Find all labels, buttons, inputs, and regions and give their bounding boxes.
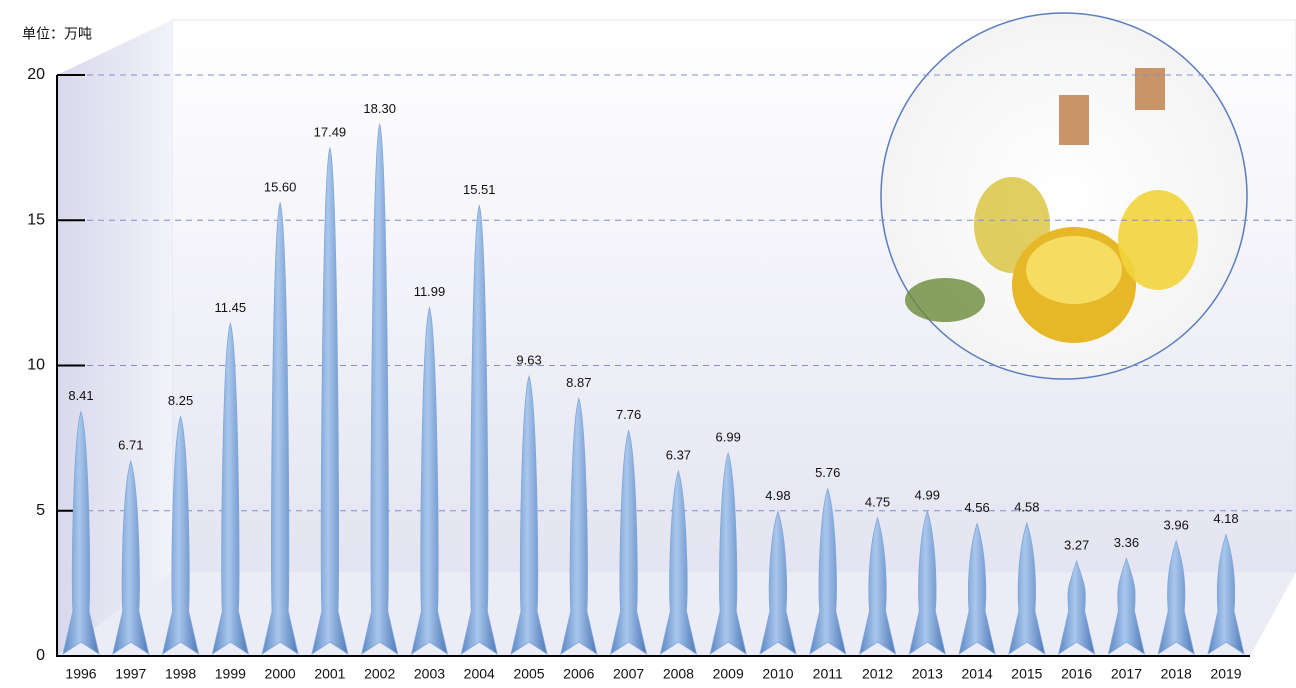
value-label: 4.18 [1213, 511, 1238, 526]
value-label: 15.60 [264, 179, 297, 194]
x-tick-label: 2018 [1161, 666, 1192, 682]
value-label: 6.99 [716, 429, 741, 444]
value-label: 15.51 [463, 182, 496, 197]
x-tick-label: 2014 [962, 666, 993, 682]
x-tick-label: 1998 [165, 666, 196, 682]
bar [1157, 539, 1195, 655]
x-tick-label: 2015 [1011, 666, 1042, 682]
value-label: 9.63 [516, 353, 541, 368]
y-tick-label: 20 [27, 66, 45, 83]
bar [161, 415, 200, 655]
y-tick-label: 0 [36, 647, 45, 664]
bar [908, 509, 946, 655]
value-label: 5.76 [815, 465, 840, 480]
x-tick-label: 1996 [65, 666, 96, 682]
bar [809, 487, 847, 655]
bar [510, 374, 548, 655]
x-tick-label: 2008 [663, 666, 694, 682]
value-label: 6.71 [118, 438, 143, 453]
x-tick-label: 2003 [414, 666, 445, 682]
x-tick-label: 1997 [115, 666, 146, 682]
value-label: 3.36 [1114, 535, 1139, 550]
value-label: 4.58 [1014, 499, 1039, 514]
value-label: 11.99 [414, 284, 446, 299]
y-tick-label: 15 [27, 211, 45, 228]
x-tick-label: 2007 [613, 666, 644, 682]
y-tick-label: 5 [36, 502, 45, 519]
value-label: 6.37 [666, 447, 691, 462]
value-label: 8.41 [68, 388, 93, 403]
bar [361, 123, 399, 655]
bar [1008, 521, 1046, 655]
x-tick-label: 2000 [265, 666, 296, 682]
bar [659, 469, 698, 655]
bar [112, 459, 150, 655]
bar [261, 201, 299, 655]
bar [311, 146, 349, 655]
photo [880, 12, 1248, 380]
unit-label: 单位：万吨 [22, 26, 92, 42]
bar [410, 306, 449, 655]
x-tick-label: 2013 [912, 666, 943, 682]
value-label: 11.45 [215, 300, 247, 315]
x-tick-label: 2004 [464, 666, 495, 682]
bar [1058, 559, 1096, 655]
value-label: 17.49 [314, 124, 347, 139]
x-tick-label: 2017 [1111, 666, 1142, 682]
value-label: 3.27 [1064, 537, 1089, 552]
value-label: 4.56 [964, 500, 989, 515]
bar [1207, 533, 1245, 655]
x-tick-label: 2010 [762, 666, 793, 682]
x-tick-label: 2005 [513, 666, 544, 682]
value-label: 4.98 [765, 488, 790, 503]
bar [211, 322, 249, 655]
x-tick-label: 2011 [813, 666, 843, 682]
value-label: 4.99 [915, 487, 940, 502]
bar [609, 429, 648, 655]
y-tick-label: 10 [27, 357, 45, 374]
x-tick-label: 2016 [1061, 666, 1092, 682]
x-tick-label: 2002 [364, 666, 395, 682]
bar [858, 516, 897, 655]
bar [62, 410, 100, 655]
bar [460, 204, 498, 655]
x-tick-label: 2019 [1210, 666, 1241, 682]
value-label: 7.76 [616, 407, 641, 422]
value-label: 8.25 [168, 393, 193, 408]
x-tick-label: 2009 [713, 666, 744, 682]
bar [759, 510, 797, 655]
value-label: 3.96 [1164, 517, 1189, 532]
x-tick-label: 2001 [314, 666, 345, 682]
value-label: 18.30 [363, 101, 396, 116]
value-label: 4.75 [865, 494, 890, 509]
x-tick-label: 2006 [563, 666, 594, 682]
bar [958, 522, 996, 655]
value-label: 8.87 [566, 375, 591, 390]
bar [709, 451, 747, 655]
bar [560, 397, 598, 655]
x-tick-label: 2012 [862, 666, 893, 682]
x-tick-label: 1999 [215, 666, 246, 682]
bar [1107, 557, 1146, 655]
